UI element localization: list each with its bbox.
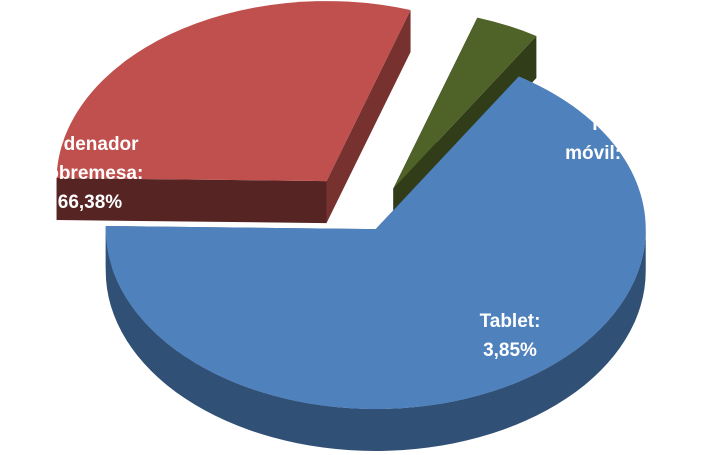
slice-label-line: Ordenador — [41, 134, 139, 155]
slice-top — [393, 17, 537, 189]
slice-label-line: Tablet: — [480, 311, 541, 332]
pie-slices — [56, 1, 646, 452]
pie-slice-0 — [105, 76, 646, 452]
slice-label-line: sobremesa: — [37, 163, 144, 184]
slice-top — [105, 76, 646, 410]
slice-label-1: Teléfono móvil: 29,77% — [565, 114, 691, 164]
slice-label-0: Ordenador sobremesa: 66,38% — [37, 134, 144, 213]
slice-wall — [56, 178, 327, 224]
slice-label-line: 66,38% — [58, 192, 123, 213]
slice-top — [56, 1, 411, 182]
slice-label-line: móvil: 29,77% — [565, 143, 691, 164]
slice-outer-wall — [105, 229, 646, 452]
slice-label-2: Tablet: 3,85% — [480, 311, 541, 361]
slice-label-line: 3,85% — [483, 340, 537, 361]
slice-wall — [326, 10, 411, 224]
slice-label-line: Teléfono — [589, 114, 667, 135]
pie-slice-1 — [56, 1, 411, 224]
slice-labels: Ordenador sobremesa: 66,38% Teléfono móvil: … — [37, 114, 691, 361]
